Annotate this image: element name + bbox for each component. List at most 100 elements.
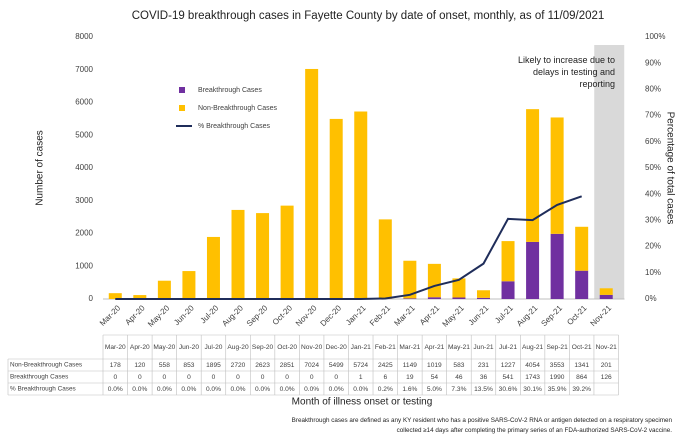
table-header: Mar-21 [399, 344, 420, 351]
y2-tick-label: 20% [645, 242, 661, 251]
table-cell: 1 [359, 374, 363, 381]
bar [403, 298, 417, 299]
table-cell: 3553 [550, 362, 565, 369]
bar [476, 290, 490, 298]
x-tick-label: Jan-21 [344, 303, 368, 327]
y-tick-label: 7000 [75, 65, 93, 74]
bar [427, 263, 441, 298]
x-tick-label: Apr-21 [418, 303, 442, 327]
bar [550, 117, 564, 234]
x-tick-label: Dec-20 [319, 303, 344, 328]
table-header: Jul-20 [204, 344, 222, 351]
y2-tick-label: 50% [645, 163, 661, 172]
table-header: Sep-21 [546, 344, 568, 351]
legend-label: Breakthrough Cases [198, 87, 262, 94]
y-tick-label: 3000 [75, 196, 93, 205]
table-cell: 0 [138, 374, 142, 381]
table-row-label: % Breakthrough Cases [10, 386, 76, 393]
table-cell: 0 [163, 374, 167, 381]
table-cell: 13.5% [474, 386, 493, 393]
y2-tick-label: 40% [645, 189, 661, 198]
bar [354, 111, 368, 299]
table-cell: 0.0% [230, 386, 245, 393]
table-cell: 1227 [501, 362, 516, 369]
bar [403, 260, 417, 299]
incomplete-shade [594, 45, 625, 299]
bar [452, 278, 466, 298]
table-cell: 231 [478, 362, 489, 369]
legend-label: % Breakthrough Cases [198, 123, 270, 130]
table-cell: 0 [113, 374, 117, 381]
table-cell: 46 [455, 374, 463, 381]
table-cell: 2720 [231, 362, 246, 369]
table-header: May-20 [153, 344, 175, 351]
table-header: May-21 [448, 344, 470, 351]
table-cell: 864 [576, 374, 587, 381]
table-header: Aug-21 [522, 344, 544, 351]
table-cell: 0.0% [132, 386, 147, 393]
bar [501, 241, 515, 282]
table-cell: 558 [159, 362, 170, 369]
bar [501, 281, 515, 299]
y-axis-label: Number of cases [35, 130, 46, 206]
table-cell: 0 [212, 374, 216, 381]
table-cell: 178 [110, 362, 121, 369]
x-tick-label: Aug-20 [220, 303, 245, 328]
y-tick-label: 8000 [75, 32, 93, 41]
table-cell: 126 [601, 374, 612, 381]
table-cell: 1341 [574, 362, 589, 369]
x-tick-label: Apr-20 [123, 303, 147, 327]
x-tick-label: May-20 [146, 303, 172, 329]
table-cell: 2623 [255, 362, 270, 369]
bar [133, 295, 147, 299]
y2-tick-label: 60% [645, 137, 661, 146]
table-cell: 0.0% [181, 386, 196, 393]
bar [305, 68, 319, 300]
x-tick-label: May-21 [441, 303, 467, 329]
table-cell: 541 [503, 374, 514, 381]
bar [256, 213, 270, 299]
table-cell: 7.3% [451, 386, 466, 393]
table-cell: 30.6% [499, 386, 518, 393]
table-cell: 0 [285, 374, 289, 381]
y2-axis-label: Percentage of total cases [664, 112, 675, 225]
table-row-label: Non-Breakthrough Cases [10, 362, 82, 369]
table-header: Dec-20 [326, 344, 348, 351]
bar [526, 109, 540, 242]
table-cell: 201 [601, 362, 612, 369]
line-series [115, 195, 583, 300]
table-cell: 54 [431, 374, 439, 381]
bar [329, 118, 343, 300]
table-cell: 0.0% [280, 386, 295, 393]
x-tick-label: Aug-21 [515, 303, 540, 328]
y2-tick-label: 70% [645, 111, 661, 120]
table-header: Sep-20 [252, 344, 274, 351]
bar [476, 297, 490, 299]
table-cell: 0.2% [378, 386, 393, 393]
bar [157, 280, 171, 299]
table-cell: 0 [310, 374, 314, 381]
table-cell: 1743 [525, 374, 540, 381]
x-tick-label: Jul-20 [199, 303, 221, 325]
table-header: Jul-21 [499, 344, 517, 351]
bar [108, 293, 122, 299]
x-tick-label: Feb-21 [368, 303, 393, 328]
bar [452, 297, 466, 299]
x-tick-label: Nov-21 [589, 303, 614, 328]
y-tick-label: 4000 [75, 163, 93, 172]
table-cell: 5499 [329, 362, 344, 369]
table-header: Jun-21 [473, 344, 493, 351]
bar [280, 205, 294, 299]
table-cell: 1019 [427, 362, 442, 369]
table-header: Jun-20 [179, 344, 199, 351]
table-cell: 6 [383, 374, 387, 381]
annotation: Likely to increase due to delays in test… [517, 55, 615, 89]
table-cell: 120 [134, 362, 145, 369]
table-header: Oct-20 [277, 344, 297, 351]
table-cell: 0.0% [304, 386, 319, 393]
bar [182, 271, 196, 299]
bar [231, 209, 245, 299]
table-cell: 2425 [378, 362, 393, 369]
x-tick-label: Sep-21 [539, 303, 564, 328]
